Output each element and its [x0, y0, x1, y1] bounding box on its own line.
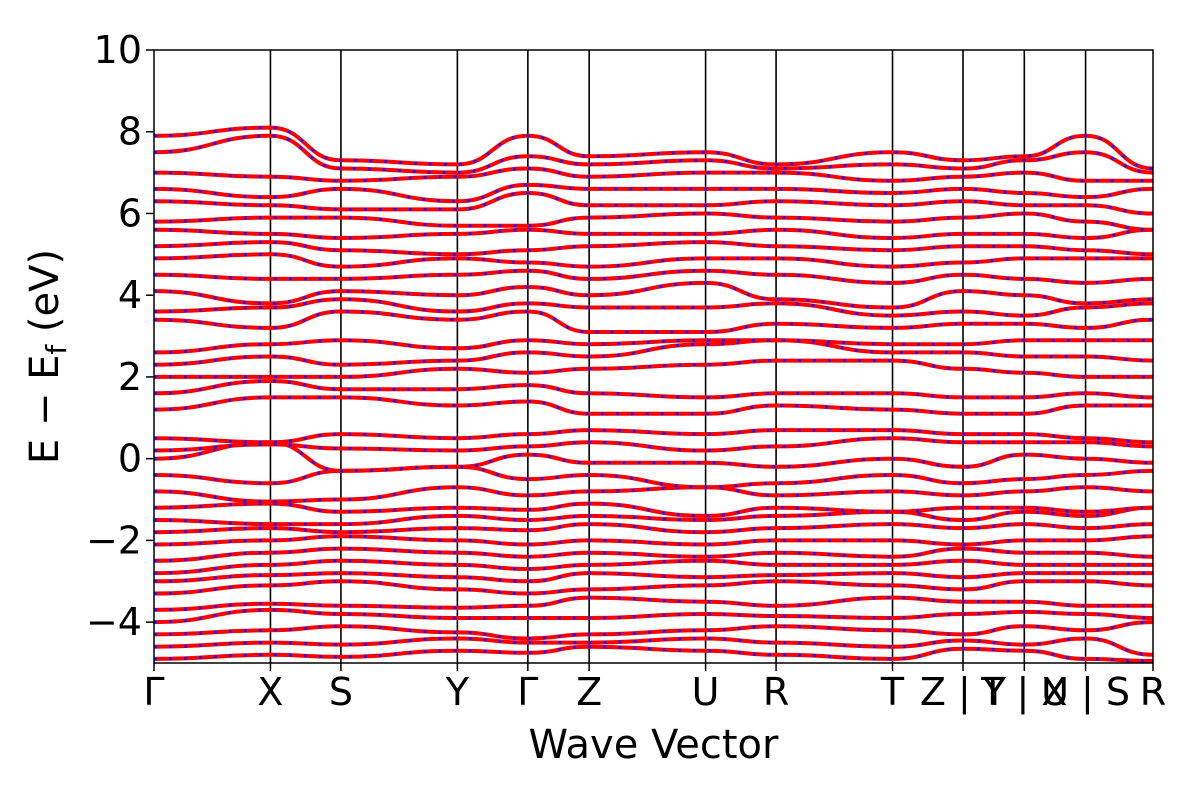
band-dash-16 — [154, 436, 1153, 453]
band-line-11 — [154, 505, 1153, 527]
band-line-9 — [154, 534, 1153, 547]
x-tick-label: Γ — [517, 670, 538, 714]
y-tick-label: 4 — [118, 273, 142, 317]
y-tick-label: 10 — [94, 28, 142, 72]
x-tick-label: U | S — [1041, 670, 1130, 715]
band-line-27 — [154, 252, 1153, 269]
band-dash-19 — [154, 379, 1153, 399]
y-tick-label: 6 — [118, 191, 142, 235]
x-tick-label: Z — [576, 670, 602, 714]
x-tick-label: Γ — [143, 670, 164, 714]
y-axis-label-main: E − E — [22, 355, 68, 465]
band-dash-12 — [154, 502, 1153, 518]
x-tick-label: Y — [445, 670, 470, 714]
band-line-15 — [154, 440, 1153, 473]
band-dash-1 — [154, 636, 1153, 657]
band-dash-7 — [154, 559, 1153, 575]
x-tick-label: U — [692, 670, 720, 714]
x-tick-label: S — [329, 670, 353, 714]
band-line-29 — [154, 227, 1153, 241]
y-tick-label: −2 — [86, 518, 142, 562]
band-dash-6 — [154, 571, 1153, 583]
y-tick-label: −4 — [86, 600, 142, 644]
y-axis-label-unit: (eV) — [22, 249, 68, 345]
band-line-20 — [154, 358, 1153, 379]
plot-frame — [153, 49, 1154, 664]
y-tick-label: 0 — [118, 437, 142, 481]
y-tick-label: 8 — [118, 110, 142, 154]
x-tick-label: R — [763, 670, 789, 714]
band-dash-0 — [154, 645, 1153, 663]
band-dash-5 — [154, 579, 1153, 596]
band-dash-8 — [154, 547, 1153, 563]
band-dash-3 — [154, 608, 1153, 624]
y-axis-label-subscript: f — [40, 344, 73, 355]
x-tick-label: Z | Y — [920, 670, 1007, 715]
band-dash-25 — [154, 281, 1153, 310]
band-line-30 — [154, 211, 1153, 232]
x-tick-label: T | X — [980, 670, 1067, 715]
band-line-32 — [154, 182, 1153, 204]
band-line-26 — [154, 268, 1153, 285]
band-line-35 — [154, 125, 1153, 171]
x-tick-label: R — [1140, 670, 1166, 714]
x-tick-label: X — [257, 670, 283, 714]
bands — [154, 125, 1153, 663]
y-tick-label: 2 — [118, 355, 142, 399]
band-dash-34 — [154, 134, 1153, 175]
x-tick-label: T — [880, 670, 905, 714]
band-line-33 — [154, 166, 1153, 183]
band-line-10 — [154, 522, 1153, 535]
y-axis-label: E − Ef (eV) — [22, 249, 73, 464]
band-line-2 — [154, 620, 1153, 641]
band-dash-18 — [154, 395, 1153, 416]
band-line-21 — [154, 338, 1153, 367]
band-dash-4 — [154, 596, 1153, 612]
band-line-31 — [154, 190, 1153, 216]
band-line-24 — [154, 297, 1153, 318]
band-dash-17 — [154, 428, 1153, 444]
band-dash-22 — [154, 338, 1153, 354]
band-dash-28 — [154, 240, 1153, 256]
x-axis-label: Wave Vector — [529, 722, 780, 768]
y-axis-ticks: −4 −2 0 2 4 6 8 10 — [86, 28, 154, 644]
band-dash-23 — [154, 309, 1153, 334]
